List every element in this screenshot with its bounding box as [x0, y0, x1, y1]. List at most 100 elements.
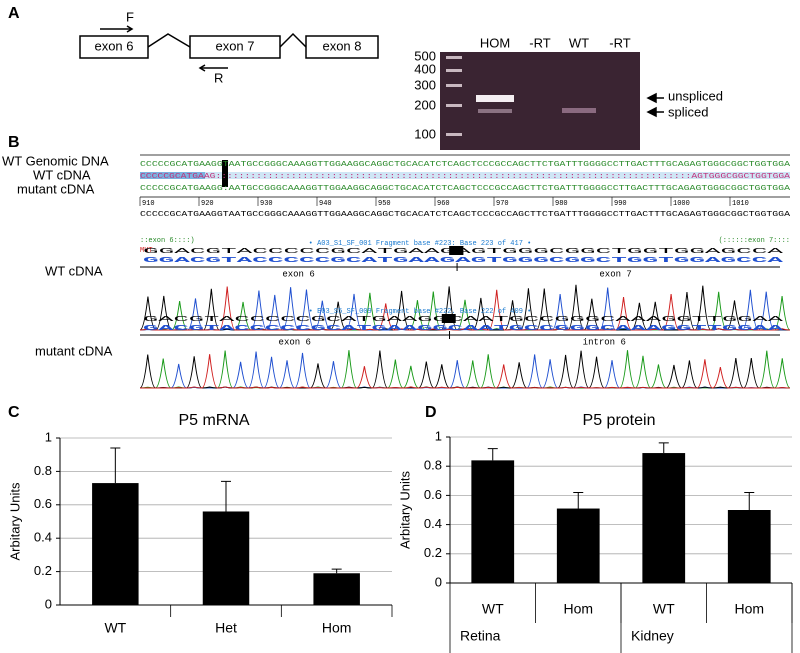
y-tick-label: 1 — [435, 428, 442, 443]
ladder-label: 300 — [414, 77, 436, 92]
error-bar — [658, 442, 669, 454]
sequence: CCCCCGCATGAAGGTAATGCCGGGCAAAGGTTGGAAGGCA… — [140, 211, 791, 219]
chromatogram — [139, 286, 791, 331]
band-label: unspliced — [668, 88, 723, 103]
chromatogram — [139, 354, 791, 389]
sequence: CCCCCGCATGAAGG:AATGCCGGGCAAAGGTTGGAAGGCA… — [140, 185, 791, 193]
row-label: WT cDNA — [33, 167, 91, 182]
x-tick-label: Het — [215, 620, 237, 636]
y-tick-label: 0.6 — [34, 496, 52, 511]
y-tick-label: 0.6 — [424, 487, 442, 502]
ruler-label: 930 — [260, 200, 273, 208]
annotation: (::::::exon 7:::: — [719, 237, 790, 245]
y-axis-label: Arbitary Units — [7, 482, 22, 561]
x-tick-label: Hom — [563, 601, 593, 617]
junction-highlight — [441, 314, 456, 323]
gene-diagram — [79, 25, 379, 72]
ruler-label: 1000 — [673, 200, 690, 208]
x-tick-label: Hom — [734, 601, 764, 617]
y-tick-label: 1 — [45, 429, 52, 444]
row-label: mutant cDNA — [17, 181, 95, 196]
base-calls: GACGTACCCCCGCATGAAGGCAATGCCGGGCAAAGGTTGG… — [143, 325, 786, 333]
y-tick-label: 0.8 — [34, 463, 52, 478]
x-tick-label: WT — [104, 620, 126, 636]
ladder-label: 200 — [414, 97, 436, 112]
base-calls: GGACGTACCCCCGCATGAAGAGTGGGCGGCTGGTGGAGCC… — [143, 257, 786, 265]
sequence: CCCCCGCATGAAGGTAATGCCGGGCAAAGGTTGGAAGGCA… — [140, 161, 791, 169]
ruler-label: 910 — [142, 200, 155, 208]
gel-band — [476, 95, 514, 102]
chromatogram — [139, 350, 791, 389]
error-bar — [331, 568, 342, 574]
primer-label: F — [126, 9, 134, 24]
region-label: intron 6 — [583, 337, 626, 347]
panel-label: C — [8, 404, 20, 421]
row-highlight — [140, 172, 205, 179]
ruler-label: 960 — [437, 200, 450, 208]
bar — [556, 508, 600, 583]
group-label: Retina — [460, 628, 501, 644]
ruler: 910 920 930 940 950 960 970 980 990 1000 1010 — [139, 197, 749, 208]
trace-label: WT cDNA — [45, 263, 103, 278]
x-tick-label: WT — [482, 601, 504, 617]
ruler-label: 950 — [378, 200, 391, 208]
annotation: MUT — [140, 247, 153, 255]
exon-label: exon 7 — [215, 38, 254, 53]
lane-label: -RT — [609, 35, 630, 50]
gel-band — [478, 109, 512, 113]
mutation-highlight — [222, 160, 228, 187]
sequence: CCCCCGCATGAAG:::::::::::::::::::::::::::… — [140, 173, 791, 181]
trace-label: mutant cDNA — [35, 343, 113, 358]
gel-band — [562, 108, 596, 113]
lane-label: -RT — [529, 35, 550, 50]
group-label: Kidney — [631, 628, 674, 644]
exon-label: exon 6 — [94, 38, 133, 53]
row-highlight — [140, 172, 790, 179]
gel-ladder — [446, 56, 462, 136]
primer-label: R — [214, 70, 223, 85]
row-label: WT Genomic DNA — [2, 153, 109, 168]
band-arrow — [646, 92, 664, 118]
y-tick-label: 0 — [435, 574, 442, 589]
bar — [642, 453, 686, 583]
ruler-label: 1010 — [732, 200, 749, 208]
chromatogram — [139, 351, 791, 389]
error-bar — [487, 448, 498, 461]
ladder-label: 400 — [414, 61, 436, 76]
error-bar — [573, 491, 584, 509]
panel-label: A — [8, 5, 20, 22]
ruler-label: 980 — [555, 200, 568, 208]
panel-label: B — [8, 134, 20, 151]
panel-label: D — [425, 404, 437, 421]
band-label: spliced — [668, 104, 708, 119]
bar — [727, 510, 771, 583]
charts: P5 mRNA Arbitary Units 0 0.2 0.4 0.6 0.8 1 WT Het… — [7, 412, 793, 653]
lane-label: HOM — [480, 35, 510, 50]
y-tick-label: 0.2 — [34, 563, 52, 578]
base-calls: GACGTACCCCCGCATGAAGGCAATGCCGGGCAAAGGTTGG… — [143, 316, 786, 324]
chart-title: P5 mRNA — [178, 412, 249, 429]
fragment-label: • E03_S5_SF_009 Fragment base #222. Base… — [309, 308, 532, 316]
region-label: exon 6 — [282, 269, 314, 279]
y-axis-label: Arbitary Units — [397, 470, 412, 549]
annotation: ::exon 6::::) — [140, 237, 195, 245]
lane-label: WT — [569, 35, 589, 50]
region-label: exon 7 — [599, 269, 631, 279]
x-tick-label: WT — [653, 601, 675, 617]
ruler-label: 920 — [201, 200, 214, 208]
ruler-label: 970 — [496, 200, 509, 208]
fragment-label: • A03_S1_SF_001 Fragment base #223: Base… — [309, 240, 532, 248]
traces: WT cDNA • A03_S1_SF_001 Fragment base #22… — [35, 240, 791, 389]
ladder-label: 100 — [414, 126, 436, 141]
y-tick-label: 0.2 — [424, 545, 442, 560]
y-tick-label: 0.8 — [424, 458, 442, 473]
x-tick-label: Hom — [322, 620, 352, 636]
ruler-label: 990 — [614, 200, 627, 208]
chromatogram — [139, 350, 791, 389]
base-calls: GGACGTACCCCCGCATGAAGAGTGGGCGGCTGGTGGAGCC… — [143, 248, 786, 256]
bar — [92, 483, 139, 605]
gel — [440, 52, 640, 150]
error-bar — [110, 447, 121, 484]
y-tick-label: 0.4 — [424, 516, 442, 531]
